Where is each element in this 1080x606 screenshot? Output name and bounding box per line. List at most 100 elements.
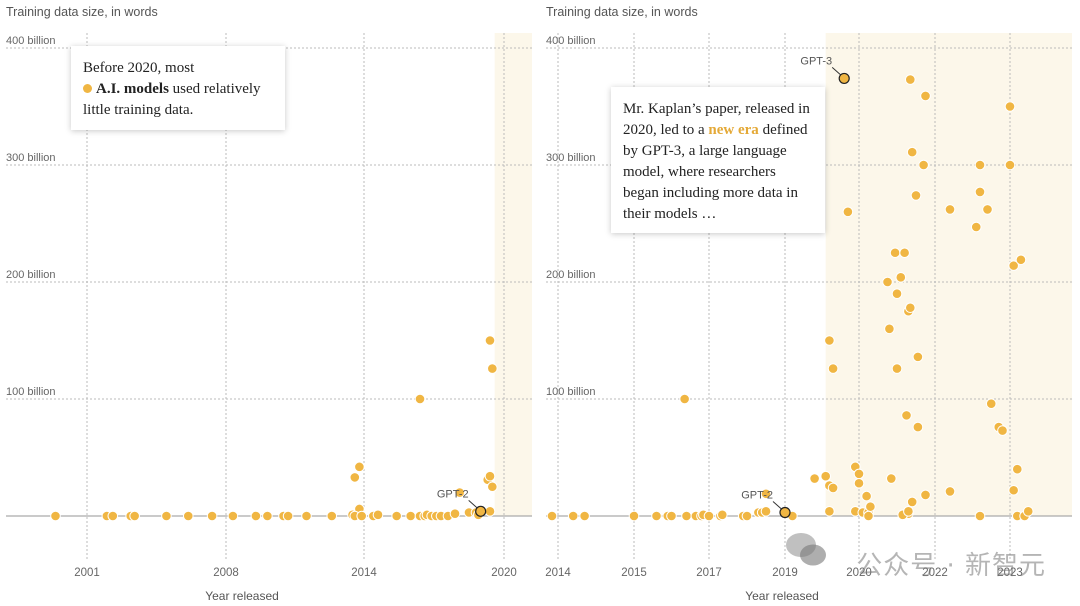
data-point [1008, 260, 1019, 271]
x-axis-title: Year released [745, 589, 819, 603]
data-point [454, 487, 465, 498]
data-point [906, 496, 918, 508]
data-point [760, 506, 772, 517]
x-tick-label: 2001 [74, 567, 100, 579]
annotation-text-2: used relatively [168, 81, 261, 97]
data-point [354, 461, 365, 473]
data-point [884, 323, 895, 335]
data-point [824, 506, 835, 517]
data-point [651, 510, 662, 522]
y-tick-label: 400 billion [6, 35, 56, 47]
annotation-text-1: Mr. Kaplan’s paper, released in 2020, le… [623, 101, 810, 138]
y-tick-label: 100 billion [546, 386, 596, 398]
y-tick-label: 200 billion [546, 269, 596, 281]
data-point [679, 393, 690, 405]
y-tick-label: 400 billion [546, 35, 596, 47]
x-tick-label: 2017 [696, 567, 722, 579]
data-point [918, 159, 929, 171]
data-point [899, 247, 910, 259]
data-point [487, 363, 498, 374]
label-leader-line [831, 67, 842, 76]
chart-panel-right: 100 billion 200 billion 300 billion 400 bil… [540, 0, 1080, 606]
highlight-region [494, 33, 532, 516]
data-point [326, 510, 338, 522]
data-point [905, 74, 916, 85]
data-point [970, 221, 982, 233]
data-point [405, 510, 416, 522]
point-label-gpt-2: GPT-2 [437, 488, 469, 500]
y-axis-title: Training data size, in words [6, 5, 158, 19]
data-point [944, 204, 956, 215]
legend-label: A.I. models [96, 81, 169, 97]
annotation-text-3: little training data. [83, 102, 194, 118]
x-tick-label: 2014 [545, 567, 571, 579]
chart-panel-left: 100 billion 200 billion 300 billion 400 bil… [6, 5, 532, 603]
data-point [628, 510, 640, 522]
data-point [920, 489, 931, 501]
annotation-box: Before 2020, most A.I. models used relat… [71, 46, 285, 130]
data-point [414, 393, 426, 405]
data-point [760, 488, 772, 500]
highlighted-point-gpt-2 [475, 505, 487, 517]
data-point [717, 509, 728, 521]
data-point [301, 510, 312, 522]
data-point [484, 506, 496, 517]
data-point [863, 510, 874, 522]
data-point [982, 204, 993, 215]
data-point [546, 510, 558, 522]
data-point [889, 247, 901, 259]
y-tick-label: 300 billion [6, 152, 56, 164]
data-point [262, 510, 273, 522]
data-point [912, 351, 924, 363]
data-point [50, 510, 61, 522]
y-axis-title: Training data size, in words [546, 5, 698, 19]
x-tick-label: 2019 [772, 567, 798, 579]
watermark-text: 公众号 · 新智元 [856, 551, 1046, 581]
data-point [910, 190, 922, 201]
x-tick-label: 2020 [491, 567, 517, 579]
data-point [997, 425, 1008, 436]
y-tick-label: 200 billion [6, 269, 56, 281]
data-point [827, 482, 839, 494]
data-point [449, 508, 461, 519]
data-point [820, 470, 832, 482]
data-point [161, 510, 172, 522]
data-point [905, 302, 916, 314]
point-label-gpt-3: GPT-3 [800, 55, 832, 67]
data-point [865, 501, 876, 512]
data-point [1004, 101, 1016, 112]
data-point [1011, 463, 1023, 475]
data-point [882, 276, 893, 288]
data-point [391, 510, 402, 522]
data-point [824, 335, 835, 346]
highlighted-point-gpt-2 [779, 506, 791, 519]
data-point [1022, 506, 1034, 517]
x-tick-label: 2022 [922, 567, 948, 579]
data-point [886, 473, 897, 484]
data-point [741, 510, 753, 522]
y-tick-label: 300 billion [546, 152, 596, 164]
data-point [703, 510, 715, 522]
wechat-icon [786, 533, 826, 566]
data-point [853, 468, 865, 480]
y-tick-label: 100 billion [6, 386, 56, 398]
x-tick-label: 2023 [997, 567, 1023, 579]
data-point [349, 472, 361, 483]
point-label-gpt-2: GPT-2 [741, 489, 773, 501]
x-tick-label: 2014 [351, 567, 377, 579]
legend-dot-icon [83, 84, 92, 93]
data-point [666, 510, 677, 522]
data-point [974, 510, 986, 522]
data-point [912, 421, 924, 433]
data-point [1008, 484, 1019, 496]
data-point [356, 510, 368, 522]
x-tick-label: 2008 [213, 567, 239, 579]
data-point [227, 510, 239, 522]
data-point [891, 288, 903, 300]
x-tick-label: 2015 [621, 567, 647, 579]
highlighted-point-gpt-3 [838, 72, 850, 85]
scatter-chart-right: 100 billion 200 billion 300 billion 400 bil… [545, 33, 1072, 603]
data-point [920, 90, 931, 102]
data-point [1015, 254, 1027, 266]
annotation-text-2: defined by GPT-3, a large language model… [623, 122, 808, 222]
